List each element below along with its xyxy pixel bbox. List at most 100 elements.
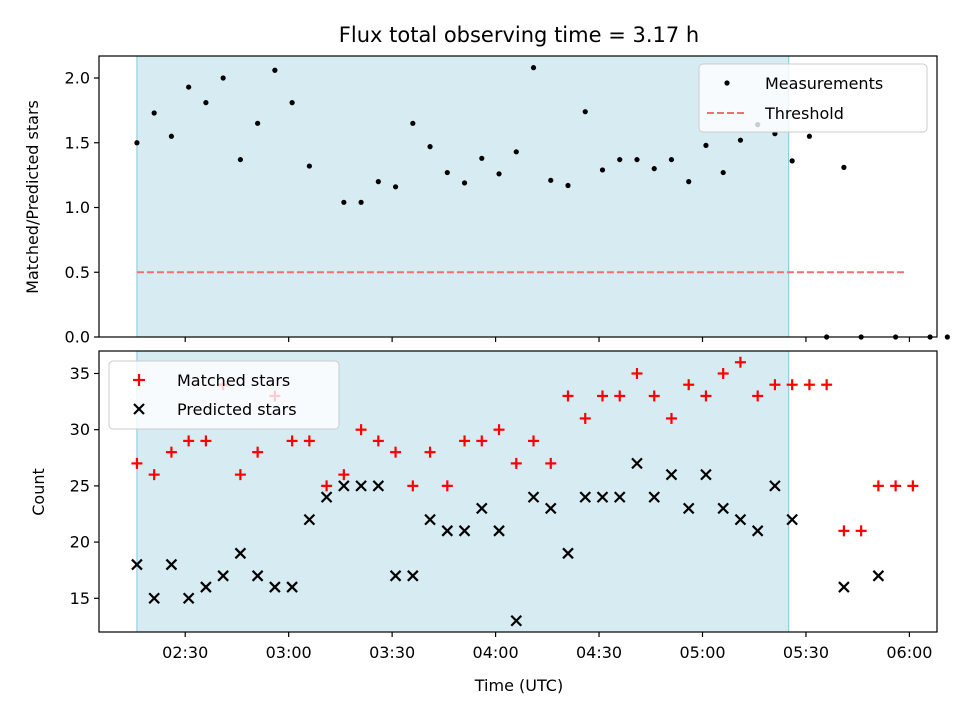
measurement-point <box>944 334 950 340</box>
matched-stars-point <box>596 390 608 402</box>
measurement-point <box>410 120 416 126</box>
measurement-point <box>375 179 381 185</box>
measurement-point <box>737 137 744 143</box>
count-xtick-label: 03:00 <box>266 643 312 662</box>
predicted-stars-point <box>234 547 247 560</box>
measurement-point <box>151 110 157 116</box>
ratio-legend-box <box>698 63 928 133</box>
matched-stars-point <box>338 469 350 481</box>
count-ytick-label: 25 <box>70 476 90 495</box>
measurement-point <box>668 156 675 163</box>
ratio-ytick-label: 2.0 <box>65 69 90 88</box>
predicted-stars-point <box>596 491 609 503</box>
legend-measurements-label: Measurements <box>765 74 883 93</box>
measurement-point <box>720 169 726 176</box>
matched-stars-point <box>734 356 746 368</box>
measurement-point <box>703 142 709 148</box>
measurement-point <box>617 156 623 163</box>
ratio-panel-ylabel: Matched/Predicted stars <box>23 100 42 294</box>
measurement-point <box>358 199 364 205</box>
matched-stars-point <box>303 435 315 447</box>
count-xtick-label: 03:30 <box>369 643 415 662</box>
matched-stars-point <box>614 390 626 402</box>
predicted-stars-point <box>631 457 643 470</box>
predicted-stars-point <box>734 513 747 526</box>
ratio-ytick-label: 0.0 <box>65 328 90 347</box>
measurement-point <box>392 184 399 190</box>
predicted-stars-point <box>148 592 160 605</box>
predicted-stars-point <box>286 581 298 593</box>
measurement-point <box>341 199 347 205</box>
predicted-stars-point <box>269 581 281 593</box>
count-xtick-label: 05:30 <box>783 643 829 662</box>
measurement-point <box>806 133 813 139</box>
predicted-stars-point <box>682 502 695 515</box>
count-panel-ylabel: Count <box>29 468 48 516</box>
legend-threshold-label: Threshold <box>764 104 844 123</box>
matched-stars-point <box>459 435 471 447</box>
matched-stars-point <box>838 525 850 537</box>
chart-title: Flux total observing time = 3.17 h <box>339 23 699 47</box>
predicted-stars-point <box>251 570 264 582</box>
count-xtick-label: 04:30 <box>576 643 622 662</box>
measurement-point <box>582 109 588 115</box>
measurement-point <box>272 67 278 73</box>
predicted-stars-point <box>372 480 385 492</box>
measurement-point <box>427 144 433 150</box>
predicted-stars-point <box>476 502 488 515</box>
matched-stars-point <box>441 480 453 492</box>
ratio-ytick-label: 1.0 <box>65 198 90 217</box>
count-panel-frame <box>98 350 938 633</box>
ratio-panel-legend: Measurements Threshold <box>698 63 928 133</box>
matched-stars-point <box>183 435 195 447</box>
matched-stars-point <box>855 525 867 537</box>
measurement-point <box>548 177 554 183</box>
predicted-stars-point <box>217 570 229 582</box>
count-xtick-label: 02:30 <box>162 643 208 662</box>
predicted-stars-point <box>786 513 798 526</box>
measurement-point <box>444 169 450 176</box>
matched-stars-point <box>872 480 884 492</box>
ratio-panel-frame <box>98 55 938 338</box>
predicted-stars-point <box>303 513 316 526</box>
matched-stars-point <box>252 446 264 458</box>
count-panel-xlabel: Time (UTC) <box>474 676 563 695</box>
count-panel-legend: Matched stars Predicted stars <box>108 360 340 430</box>
matched-stars-point <box>321 480 333 492</box>
predicted-stars-point <box>355 480 367 492</box>
measurement-point <box>289 100 295 106</box>
matched-stars-point <box>821 379 833 391</box>
predicted-stars-point <box>562 547 574 560</box>
predicted-stars-point <box>700 468 712 481</box>
predicted-stars-point <box>407 570 419 582</box>
matched-stars-point <box>372 435 384 447</box>
count-ytick-label: 20 <box>70 533 90 552</box>
predicted-stars-point <box>717 502 729 515</box>
predicted-stars-point <box>544 502 557 515</box>
matched-stars-point <box>355 424 367 436</box>
measurement-point <box>634 156 640 163</box>
predicted-stars-point <box>769 480 781 492</box>
measurement-point <box>255 120 261 126</box>
predicted-stars-point <box>510 614 523 627</box>
matched-stars-point <box>545 457 557 469</box>
matched-stars-point <box>631 367 643 379</box>
predicted-stars-point <box>441 525 454 537</box>
predicted-stars-point <box>527 491 540 503</box>
count-legend-box <box>108 360 340 430</box>
measurement-point <box>565 182 571 189</box>
predicted-stars-point <box>338 480 350 492</box>
count-xtick-label: 05:00 <box>679 643 725 662</box>
measurement-point <box>186 84 192 90</box>
matched-stars-point <box>390 446 402 458</box>
predicted-stars-point <box>665 468 678 481</box>
predicted-stars-point <box>200 581 212 593</box>
matched-stars-point <box>407 480 419 492</box>
matched-stars-point <box>493 424 505 436</box>
matched-stars-point <box>579 412 591 424</box>
matched-stars-point <box>476 435 488 447</box>
matched-stars-point <box>528 435 540 447</box>
count-xtick-label: 04:00 <box>473 643 519 662</box>
predicted-stars-point <box>131 558 143 571</box>
